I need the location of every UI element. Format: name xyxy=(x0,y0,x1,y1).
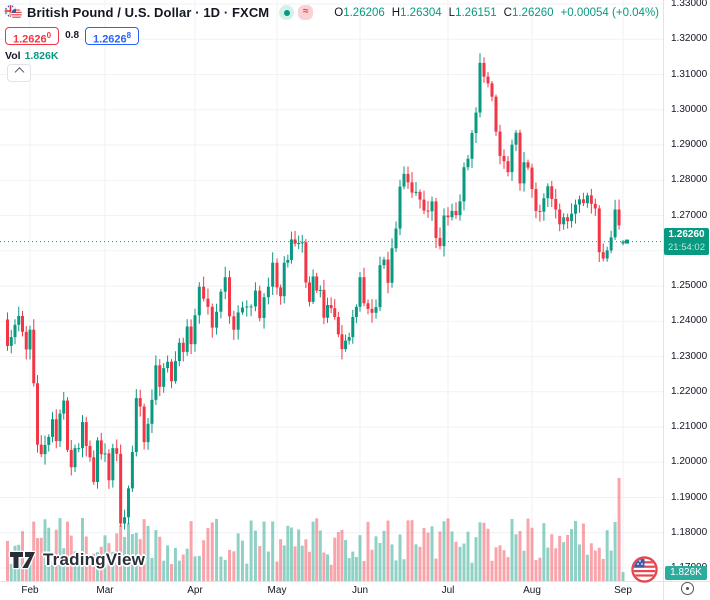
time-axis-label: Jun xyxy=(351,585,369,596)
buy-price-button[interactable]: 1.26268 xyxy=(85,26,140,46)
volume-label: Vol xyxy=(5,50,21,62)
price-axis-label: 1.30000 xyxy=(671,103,708,115)
buy-price-sup: 8 xyxy=(126,30,132,40)
sell-price-button[interactable]: 1.26260 xyxy=(5,26,60,46)
time-axis-border xyxy=(0,581,710,582)
last-price-dot xyxy=(625,239,629,244)
time-axis-label: Mar xyxy=(96,585,114,596)
market-open-icon[interactable] xyxy=(279,5,295,20)
open-value: 1.26206 xyxy=(343,6,385,19)
close-value: 1.26260 xyxy=(511,6,554,19)
tradingview-logo-icon xyxy=(8,550,37,570)
sell-price-value: 1.2626 xyxy=(13,33,47,46)
time-axis-label: Feb xyxy=(21,585,39,596)
price-axis-label: 1.33000 xyxy=(671,0,708,9)
price-axis-label: 1.27000 xyxy=(671,209,708,221)
price-axis-label: 1.29000 xyxy=(671,139,708,150)
high-label: H xyxy=(391,6,401,19)
time-axis-label: Aug xyxy=(523,585,541,596)
volume-value: 1.826K xyxy=(24,50,59,62)
close-label: C xyxy=(503,6,512,19)
volume-badge: 1.826K xyxy=(665,566,707,580)
tradingview-watermark[interactable]: TradingView xyxy=(8,549,145,571)
gridlines xyxy=(0,0,663,581)
price-axis-label: 1.28000 xyxy=(671,174,708,186)
open-label: O xyxy=(334,6,344,19)
price-axis-label: 1.24000 xyxy=(671,315,708,327)
bar-close-countdown: 21:54:02 xyxy=(668,242,705,253)
last-price-badge: 1.26260 21:54:02 xyxy=(664,228,709,255)
low-value: 1.26151 xyxy=(455,6,497,19)
price-axis-border xyxy=(663,0,664,600)
provider-flag-icon xyxy=(630,555,659,589)
time-axis-label: Jul xyxy=(441,585,455,596)
volume-readout: Vol 1.826K xyxy=(5,50,58,62)
symbol-title[interactable]: British Pound / U.S. Dollar · 1D · FXCM xyxy=(27,5,270,20)
price-axis-label: 1.32000 xyxy=(671,33,708,45)
price-axis-label: 1.18000 xyxy=(671,526,708,538)
time-axis-label: Apr xyxy=(187,585,203,596)
high-value: 1.26304 xyxy=(400,6,442,19)
axis-settings-icon[interactable] xyxy=(681,582,694,595)
time-axis-label: Sep xyxy=(614,585,632,596)
spread-label: 0.8 xyxy=(65,30,80,41)
change-value: +0.00054 (+0.04%) xyxy=(560,6,660,19)
price-axis-label: 1.22000 xyxy=(671,385,708,397)
price-axis-label: 1.23000 xyxy=(671,350,708,362)
low-label: L xyxy=(448,6,456,19)
time-axis-label: May xyxy=(267,585,287,596)
delayed-data-icon[interactable]: ≈ xyxy=(298,5,314,20)
collapse-pane-button[interactable] xyxy=(7,64,31,82)
tradingview-watermark-label: TradingView xyxy=(43,550,146,569)
sell-price-sup: 0 xyxy=(46,30,52,40)
price-axis-label: 1.20000 xyxy=(671,456,708,468)
price-axis-label: 1.31000 xyxy=(671,68,708,80)
chevron-up-icon xyxy=(14,66,24,77)
symbol-flags-icon xyxy=(4,5,23,21)
price-axis-label: 1.25000 xyxy=(671,280,708,291)
candlestick-series xyxy=(6,53,625,530)
last-price-value: 1.26260 xyxy=(668,229,705,240)
buy-price-value: 1.2626 xyxy=(93,33,127,46)
price-axis-label: 1.19000 xyxy=(671,491,708,503)
price-axis-label: 1.21000 xyxy=(671,421,708,432)
ohlc-readout: O1.26206 H1.26304 L1.26151 C1.26260 +0.00054… xyxy=(327,7,659,19)
volume-series xyxy=(6,477,625,581)
